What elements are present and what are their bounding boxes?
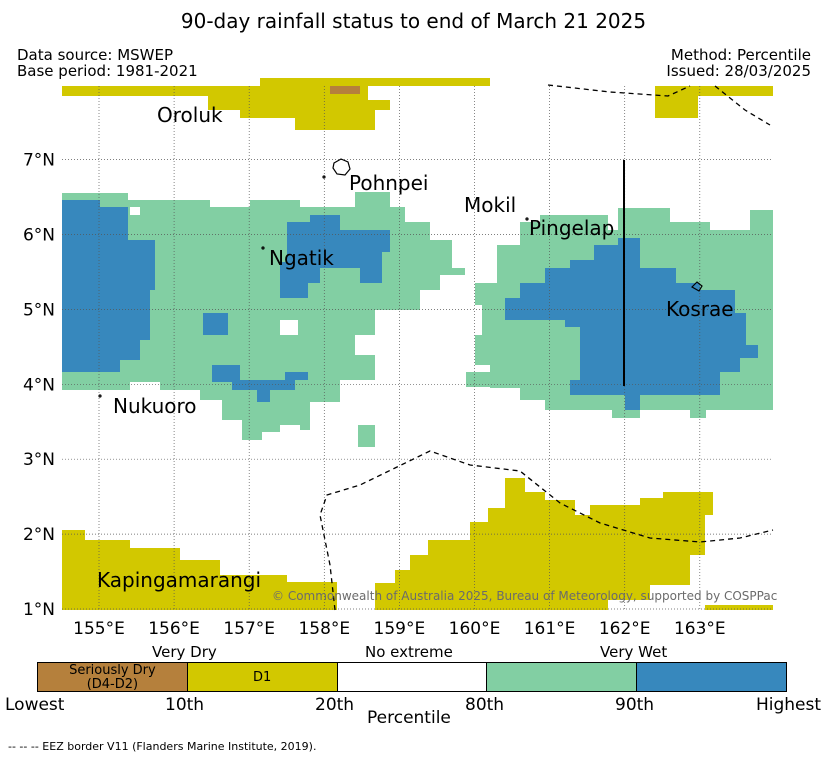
- lon-tick-label: 157°E: [223, 619, 275, 639]
- copyright-notice: © Commonwealth of Australia 2025, Bureau…: [272, 589, 777, 603]
- legend-label-highest: Highest: [755, 695, 821, 715]
- lon-tick-label: 156°E: [148, 619, 200, 639]
- place-mokil: Mokil: [464, 193, 516, 217]
- rainfall-region-dry-north: [62, 78, 490, 130]
- place-kapingamarangi: Kapingamarangi: [97, 568, 261, 592]
- lat-tick-label: 5°N: [23, 300, 55, 320]
- lat-tick-label: 4°N: [23, 375, 55, 395]
- place-nukuoro: Nukuoro: [113, 394, 197, 418]
- place-pingelap: Pingelap: [529, 216, 614, 240]
- rainfall-region-dry-northeast: [655, 86, 773, 118]
- rainfall-region-dry-southeast: [375, 478, 713, 610]
- nukuoro-atoll: [98, 394, 102, 398]
- method-label: Method: Percentile: [670, 46, 811, 64]
- lon-tick-label: 155°E: [73, 619, 125, 639]
- no-extreme-hole: [280, 320, 298, 335]
- lat-tick-label: 1°N: [23, 600, 55, 620]
- eez-border-south: [319, 450, 774, 611]
- no-extreme-hole: [415, 208, 428, 215]
- place-oroluk: Oroluk: [157, 103, 223, 127]
- ngatik-atoll: [261, 246, 265, 250]
- base-period-label: Base period: 1981-2021: [17, 62, 198, 80]
- rainfall-region-dry-southeast-strip: [705, 605, 773, 610]
- legend-colorbar: Seriously Dry (D4-D2) D1: [37, 662, 787, 692]
- eez-footnote: -- -- -- EEZ border V11 (Flanders Marine…: [8, 740, 317, 753]
- lat-tick-label: 3°N: [23, 450, 55, 470]
- rainfall-region-very-wet-south: [212, 365, 308, 402]
- pohnpei-islet: [322, 175, 326, 179]
- lon-tick-label: 161°E: [524, 619, 576, 639]
- rainfall-region-very-wet-ngatik: [280, 215, 390, 298]
- rainfall-region-very-wet-west: [62, 200, 155, 372]
- place-kosrae: Kosrae: [666, 297, 734, 321]
- lon-tick-label: 159°E: [374, 619, 426, 639]
- legend-seriously-dry: Seriously Dry (D4-D2): [38, 663, 188, 692]
- pingelap-atoll: [525, 217, 529, 221]
- issued-label: Issued: 28/03/2025: [666, 62, 811, 80]
- lon-tick-label: 163°E: [674, 619, 726, 639]
- pohnpei-island: [332, 158, 351, 176]
- place-pohnpei: Pohnpei: [349, 171, 429, 195]
- rainfall-region-wet-patch-se: [466, 372, 496, 387]
- rainfall-cells: [62, 78, 773, 610]
- rainfall-region-dry-southwest: [62, 530, 337, 610]
- map-title: 90-day rainfall status to end of March 2…: [180, 9, 647, 33]
- no-extreme-hole: [130, 207, 140, 215]
- eez-border-north: [547, 84, 691, 97]
- legend-no-extreme: [337, 663, 488, 691]
- lat-tick-label: 7°N: [23, 151, 55, 171]
- place-ngatik: Ngatik: [269, 246, 334, 270]
- rainfall-region-seriously-dry-north: [330, 86, 360, 94]
- lon-tick-label: 158°E: [298, 619, 350, 639]
- rainfall-region-very-wet-east: [505, 238, 758, 410]
- lat-tick-label: 6°N: [23, 226, 55, 246]
- lat-tick-label: 2°N: [23, 525, 55, 545]
- legend-highest-wet: [637, 663, 786, 691]
- legend-very-wet: [487, 663, 638, 691]
- lon-tick-label: 162°E: [599, 619, 651, 639]
- eez-border-northeast: [714, 85, 771, 126]
- rainfall-region-very-wet-patch: [203, 313, 228, 335]
- data-source-label: Data source: MSWEP: [17, 46, 174, 64]
- kosrae-island: [691, 281, 703, 292]
- legend-d1: D1: [187, 663, 338, 691]
- rainfall-region-wet-patch-sw: [358, 425, 375, 447]
- legend-label-lowest: Lowest: [5, 695, 65, 715]
- eez-borders: [319, 84, 774, 611]
- lon-tick-label: 160°E: [449, 619, 501, 639]
